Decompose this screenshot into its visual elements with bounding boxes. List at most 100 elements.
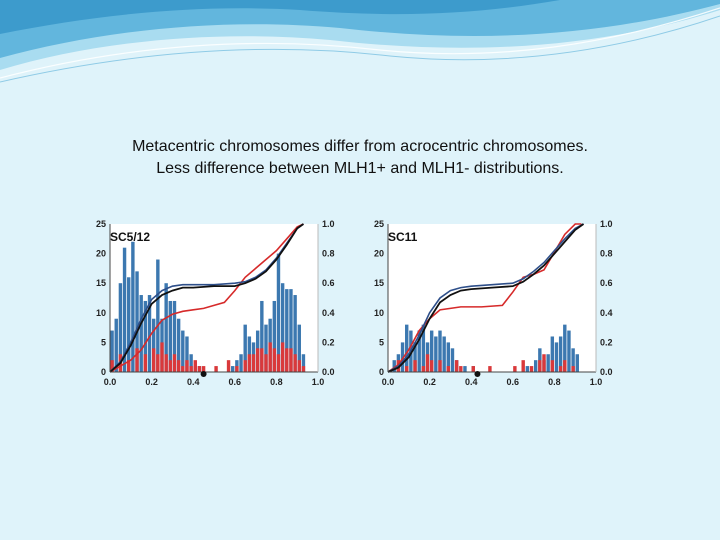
bar-mlh1-positive: [189, 354, 193, 372]
bar-mlh1-positive: [151, 318, 156, 372]
bar-mlh1-negative: [235, 366, 239, 372]
bar-mlh1-negative: [289, 348, 293, 372]
bar-mlh1-positive: [434, 336, 438, 372]
bar-mlh1-positive: [442, 336, 446, 372]
y-tick-label: 25: [374, 219, 384, 229]
bar-mlh1-positive: [147, 295, 152, 372]
x-tick-label: 0.4: [465, 377, 478, 387]
bar-mlh1-negative: [529, 366, 534, 372]
bar-mlh1-negative: [563, 360, 567, 372]
bar-mlh1-positive: [429, 330, 434, 372]
cumulative-line-black: [387, 223, 585, 373]
bar-mlh1-positive: [164, 283, 168, 372]
y2-tick-label: 0.2: [322, 337, 335, 347]
bar-mlh1-positive: [110, 330, 114, 372]
bar-mlh1-positive: [172, 300, 177, 372]
cumulative-lines: [109, 223, 304, 373]
bar-mlh1-positive: [293, 295, 297, 372]
bar-mlh1-positive: [438, 330, 442, 372]
bar-mlh1-negative: [276, 354, 281, 372]
tick-labels: 0.0 0.2 0.4 0.6 0.8 1.0 0 5 10 15 20 25 0.0 0.2 0.4 0.6…: [374, 219, 613, 387]
mlh1-positive-bars: [110, 241, 306, 372]
y-tick-label: 0: [101, 367, 106, 377]
chart-sc5-12: 0.0 0.2 0.4 0.6 0.8 1.0 0 5 10 15 20 25 0.0 0.2 0.4 0.6…: [96, 219, 335, 387]
x-tick-label: 0.8: [548, 377, 561, 387]
x-tick-label: 0.2: [423, 377, 436, 387]
bar-mlh1-positive: [185, 336, 189, 372]
bar-mlh1-positive: [114, 318, 118, 372]
x-tick-label: 0.6: [507, 377, 520, 387]
x-tick-label: 1.0: [590, 377, 603, 387]
banner-wave-dark: [0, 0, 720, 58]
bar-mlh1-negative: [110, 360, 114, 372]
bar-mlh1-positive: [450, 348, 455, 372]
bar-mlh1-negative: [181, 366, 185, 372]
bar-mlh1-positive: [405, 324, 409, 372]
x-tick-label: 0.6: [229, 377, 242, 387]
y2-tick-label: 1.0: [322, 219, 335, 229]
axes: [387, 224, 597, 377]
bar-mlh1-negative: [214, 366, 218, 372]
bar-mlh1-negative: [172, 354, 177, 372]
bar-mlh1-negative: [446, 366, 451, 372]
bar-mlh1-negative: [160, 342, 164, 372]
bar-mlh1-positive: [525, 366, 530, 372]
bar-mlh1-negative: [189, 366, 193, 372]
x-tick-label: 0.8: [270, 377, 283, 387]
caption: Metacentric chromosomes differ from acro…: [0, 136, 720, 180]
bar-mlh1-negative: [297, 360, 301, 372]
y2-tick-label: 0.2: [600, 337, 613, 347]
bar-mlh1-positive: [392, 360, 396, 372]
bar-mlh1-negative: [143, 354, 148, 372]
bar-mlh1-positive: [264, 324, 268, 372]
x-tick-label: 1.0: [312, 377, 325, 387]
bar-mlh1-positive: [135, 271, 139, 372]
y-tick-label: 15: [374, 278, 384, 288]
bar-mlh1-negative: [405, 366, 409, 372]
bar-mlh1-positive: [243, 324, 247, 372]
bar-mlh1-negative: [164, 354, 168, 372]
bar-mlh1-positive: [231, 366, 235, 372]
chart-sc11: 0.0 0.2 0.4 0.6 0.8 1.0 0 5 10 15 20 25 0.0 0.2 0.4 0.6…: [374, 219, 613, 387]
bar-mlh1-positive: [168, 300, 173, 372]
bar-mlh1-positive: [260, 300, 264, 372]
chart-title: SC5/12: [110, 230, 150, 244]
x-tick-label: 0.4: [187, 377, 200, 387]
cumulative-line-black: [109, 223, 304, 373]
bar-mlh1-negative: [243, 360, 247, 372]
bar-mlh1-positive: [558, 336, 563, 372]
y2-tick-label: 0.6: [322, 278, 335, 288]
bar-mlh1-negative: [521, 360, 525, 372]
bar-mlh1-positive: [575, 354, 579, 372]
bar-mlh1-positive: [550, 336, 555, 372]
bar-mlh1-negative: [272, 348, 277, 372]
bar-mlh1-negative: [264, 354, 268, 372]
bar-mlh1-negative: [185, 360, 189, 372]
bar-mlh1-positive: [546, 354, 550, 372]
bar-mlh1-positive: [571, 348, 575, 372]
bar-mlh1-positive: [297, 324, 301, 372]
bar-mlh1-negative: [558, 366, 563, 372]
bar-mlh1-positive: [176, 318, 181, 372]
y-tick-label: 5: [101, 337, 106, 347]
cumulative-line-red: [109, 223, 304, 373]
bar-mlh1-negative: [542, 354, 546, 372]
bar-mlh1-negative: [197, 366, 202, 372]
bar-mlh1-negative: [488, 366, 492, 372]
bar-mlh1-negative: [550, 360, 555, 372]
y-tick-label: 5: [379, 337, 384, 347]
chart-title: SC11: [388, 230, 418, 244]
bar-mlh1-negative: [168, 360, 173, 372]
y2-tick-label: 0.0: [322, 367, 335, 377]
bar-mlh1-positive: [118, 283, 123, 372]
bar-mlh1-negative: [156, 354, 160, 372]
bar-mlh1-negative: [251, 354, 256, 372]
caption-line-1: Metacentric chromosomes differ from acro…: [132, 138, 588, 155]
bar-mlh1-positive: [156, 259, 160, 372]
bar-mlh1-positive: [463, 366, 467, 372]
y2-tick-label: 0.8: [600, 249, 613, 259]
y2-tick-label: 0.4: [600, 308, 613, 318]
bar-mlh1-positive: [533, 360, 538, 372]
cumulative-line-blue: [387, 223, 584, 373]
bar-mlh1-negative: [421, 366, 426, 372]
